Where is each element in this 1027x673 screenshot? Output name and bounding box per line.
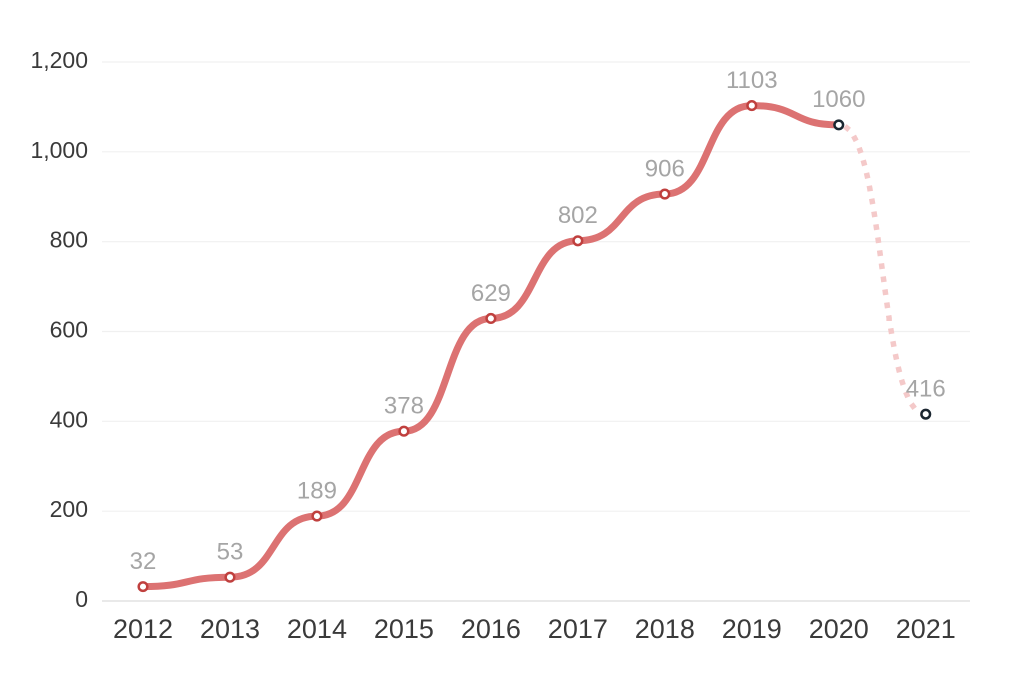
y-axis-tick-label: 1,200 [30, 47, 88, 73]
y-axis-tick-label: 800 [50, 227, 88, 253]
x-axis-tick-label: 2012 [113, 614, 173, 644]
data-point-label: 32 [130, 548, 157, 575]
x-axis-tick-label: 2019 [722, 614, 782, 644]
x-axis-tick-label: 2018 [635, 614, 695, 644]
x-axis-tick-label: 2015 [374, 614, 434, 644]
data-point-marker[interactable] [137, 581, 149, 593]
data-point-label: 906 [645, 155, 685, 182]
data-point-label: 53 [217, 539, 244, 566]
data-point-marker[interactable] [746, 100, 758, 112]
x-axis-tick-label: 2013 [200, 614, 260, 644]
data-point-label: 378 [384, 393, 424, 420]
data-point-marker[interactable] [659, 188, 671, 200]
x-axis-tick-label: 2014 [287, 614, 347, 644]
data-point-label: 1103 [726, 67, 778, 94]
x-axis-tick-label: 2021 [896, 614, 956, 644]
data-point-marker[interactable] [485, 312, 497, 325]
y-axis-tick-label: 200 [50, 496, 88, 522]
y-axis-tick-label: 600 [50, 317, 88, 343]
series-line-solid [139, 102, 843, 591]
x-axis-tick-label: 2020 [809, 614, 869, 644]
data-point-marker[interactable] [572, 235, 584, 247]
data-point-label: 802 [558, 202, 598, 229]
data-point-marker[interactable] [920, 408, 932, 420]
series-line-dotted [835, 122, 929, 417]
y-axis-tick-label: 400 [50, 406, 88, 432]
data-point-marker[interactable] [224, 571, 236, 583]
data-point-label: 1060 [812, 86, 865, 113]
data-point-marker[interactable] [398, 425, 410, 437]
data-point-label: 629 [471, 280, 511, 307]
x-axis-tick-label: 2017 [548, 614, 608, 644]
data-point-marker[interactable] [311, 510, 323, 522]
data-point-label: 416 [906, 375, 946, 402]
data-point-marker[interactable] [833, 119, 845, 131]
y-axis-tick-label: 1,000 [30, 137, 88, 163]
x-axis-tick-label: 2016 [461, 614, 521, 644]
data-point-label: 189 [297, 477, 337, 504]
y-axis-tick-label: 0 [75, 586, 88, 612]
